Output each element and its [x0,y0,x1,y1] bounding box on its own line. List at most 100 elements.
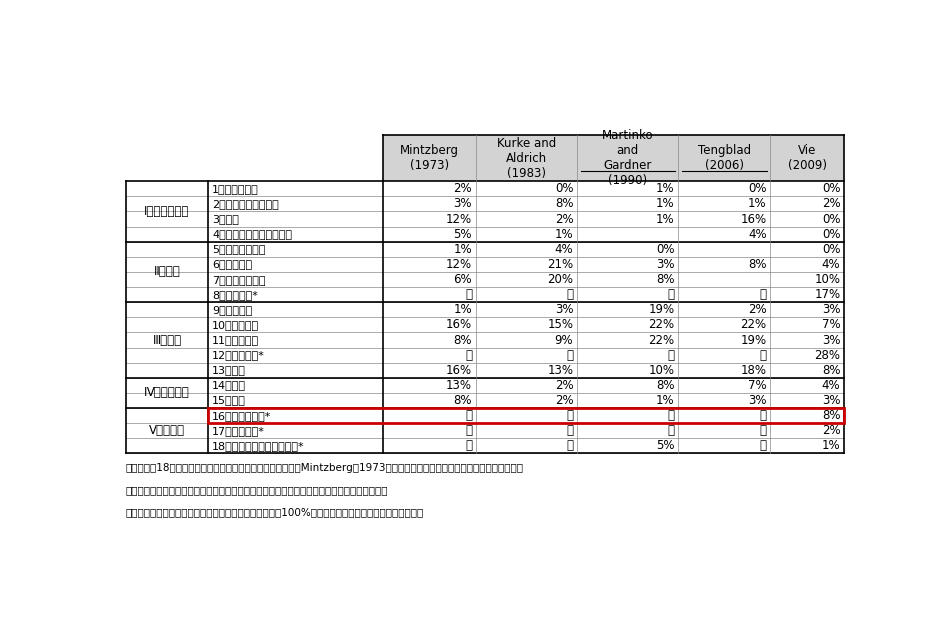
Bar [678,423,770,438]
Bar [770,272,844,287]
Bar [678,408,770,423]
Text: －: － [567,409,573,422]
Text: Mintzberg
(1973): Mintzberg (1973) [400,144,459,172]
Bar [678,317,770,333]
Text: 16%: 16% [446,364,472,377]
Text: Tengblad
(2006): Tengblad (2006) [698,144,751,172]
Bar [678,197,770,212]
Bar [577,438,678,453]
Text: 19%: 19% [648,303,674,316]
Bar [770,287,844,302]
Bar [126,181,208,197]
Text: －: － [668,288,674,301]
Bar [383,181,476,197]
Bar [577,135,678,181]
Text: 6%: 6% [453,273,472,286]
Text: 10．情報受領: 10．情報受領 [212,320,259,330]
Bar [577,302,678,317]
Text: 8%: 8% [657,379,674,392]
Text: 15．交渉: 15．交渉 [212,396,246,406]
Text: 1%: 1% [656,394,674,407]
Text: －: － [760,288,766,301]
Text: 0%: 0% [657,243,674,256]
Text: －: － [760,439,766,452]
Text: 8．要請対話*: 8．要請対話* [212,289,258,300]
Text: 9%: 9% [554,333,573,347]
Text: 0%: 0% [554,183,573,195]
Bar [678,333,770,347]
Text: 5．職位への要請: 5．職位への要請 [212,244,266,254]
Text: 4%: 4% [822,379,840,392]
Bar [770,393,844,408]
Text: 8%: 8% [822,409,840,422]
Text: 9．現場視察: 9．現場視察 [212,305,253,315]
Text: 18．他に分類されないもの*: 18．他に分類されないもの* [212,441,305,451]
Text: 13%: 13% [446,379,472,392]
Bar [126,393,208,408]
Text: Ⅴ．その他: Ⅴ．その他 [149,424,185,437]
Text: －: － [760,409,766,422]
Bar [678,257,770,272]
Text: 8%: 8% [453,394,472,407]
Bar [126,333,208,347]
Text: 1%: 1% [656,212,674,226]
Bar [383,226,476,242]
Text: 7%: 7% [748,379,766,392]
Bar [383,317,476,333]
Bar [770,181,844,197]
Bar [577,287,678,302]
Text: －: － [760,424,766,437]
Bar [383,197,476,212]
Bar [476,257,577,272]
Bar [208,378,383,393]
Bar [126,242,208,257]
Text: 17．資源配分*: 17．資源配分* [212,425,265,436]
Bar [678,287,770,302]
Text: 0%: 0% [822,243,840,256]
Bar [208,242,383,257]
Bar [577,226,678,242]
Bar [383,408,476,423]
Text: －: － [567,439,573,452]
Bar [208,438,383,453]
Bar [208,272,383,287]
Bar [770,317,844,333]
Bar [383,438,476,453]
Bar [208,181,383,197]
Bar [126,378,208,393]
Bar [678,242,770,257]
Bar [577,181,678,197]
Text: 28%: 28% [815,349,840,362]
Bar [126,347,208,363]
Bar [383,212,476,226]
Bar [383,257,476,272]
Bar [577,393,678,408]
Text: 5%: 5% [657,439,674,452]
Bar [476,317,577,333]
Bar [208,408,844,423]
Text: 2%: 2% [554,379,573,392]
Bar [126,423,208,438]
Bar [208,333,383,347]
Bar [126,212,208,226]
Text: 1．組織の仕事: 1．組織の仕事 [212,184,259,194]
Text: 16%: 16% [446,319,472,331]
Bar [770,408,844,423]
Bar [577,272,678,287]
Text: 10%: 10% [649,364,674,377]
Text: －: － [464,349,472,362]
Text: 12%: 12% [446,212,472,226]
Text: 21%: 21% [547,258,573,271]
Bar [383,302,476,317]
Text: 16．ケアと配慮*: 16．ケアと配慮* [212,411,272,420]
Bar [383,272,476,287]
Text: －: － [567,424,573,437]
Bar [476,302,577,317]
Text: －: － [668,409,674,422]
Bar [208,212,383,226]
Text: 1%: 1% [554,228,573,240]
Text: 注１：１～18の活動の分類の日本語訳については、基本的にMintzberg（1973）の翻訳書において使用されているものである。: 注１：１～18の活動の分類の日本語訳については、基本的にMintzberg（19… [126,463,523,473]
Bar [208,347,383,363]
Text: 0%: 0% [822,212,840,226]
Text: Ⅱ．要請: Ⅱ．要請 [153,265,181,279]
